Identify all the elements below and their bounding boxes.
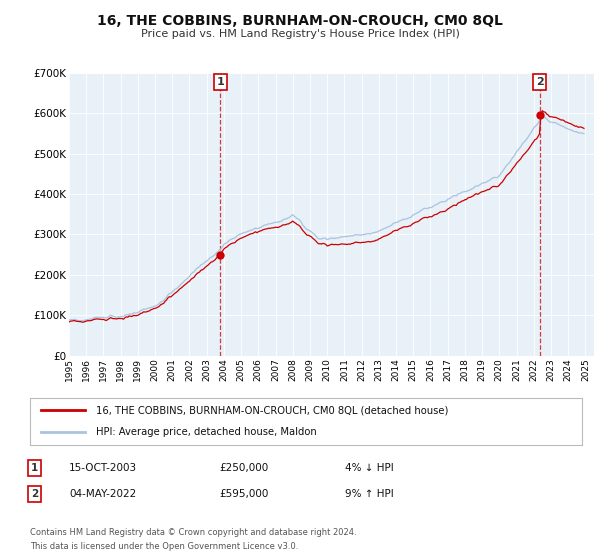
Text: 04-MAY-2022: 04-MAY-2022 (69, 489, 136, 499)
Text: 2: 2 (536, 77, 544, 87)
Text: 9% ↑ HPI: 9% ↑ HPI (345, 489, 394, 499)
Text: Price paid vs. HM Land Registry's House Price Index (HPI): Price paid vs. HM Land Registry's House … (140, 29, 460, 39)
Text: £250,000: £250,000 (219, 463, 268, 473)
Text: 2: 2 (31, 489, 38, 499)
Text: This data is licensed under the Open Government Licence v3.0.: This data is licensed under the Open Gov… (30, 542, 298, 550)
Text: Contains HM Land Registry data © Crown copyright and database right 2024.: Contains HM Land Registry data © Crown c… (30, 528, 356, 536)
Text: 15-OCT-2003: 15-OCT-2003 (69, 463, 137, 473)
Text: 1: 1 (31, 463, 38, 473)
Text: 4% ↓ HPI: 4% ↓ HPI (345, 463, 394, 473)
Text: 1: 1 (217, 77, 224, 87)
Text: HPI: Average price, detached house, Maldon: HPI: Average price, detached house, Mald… (96, 427, 317, 437)
Text: 16, THE COBBINS, BURNHAM-ON-CROUCH, CM0 8QL: 16, THE COBBINS, BURNHAM-ON-CROUCH, CM0 … (97, 14, 503, 28)
Text: 16, THE COBBINS, BURNHAM-ON-CROUCH, CM0 8QL (detached house): 16, THE COBBINS, BURNHAM-ON-CROUCH, CM0 … (96, 405, 449, 416)
Text: £595,000: £595,000 (219, 489, 268, 499)
